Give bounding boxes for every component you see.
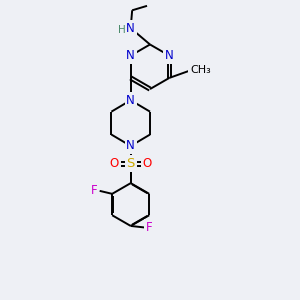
Text: O: O xyxy=(110,157,119,170)
Text: N: N xyxy=(126,140,135,152)
Text: N: N xyxy=(126,49,135,62)
Text: N: N xyxy=(165,49,174,62)
Text: N: N xyxy=(126,94,135,107)
Text: O: O xyxy=(142,157,152,170)
Text: CH₃: CH₃ xyxy=(190,65,211,76)
Text: F: F xyxy=(146,221,153,234)
Text: N: N xyxy=(126,22,135,34)
Text: F: F xyxy=(91,184,98,197)
Text: S: S xyxy=(127,157,135,170)
Text: H: H xyxy=(118,25,126,34)
